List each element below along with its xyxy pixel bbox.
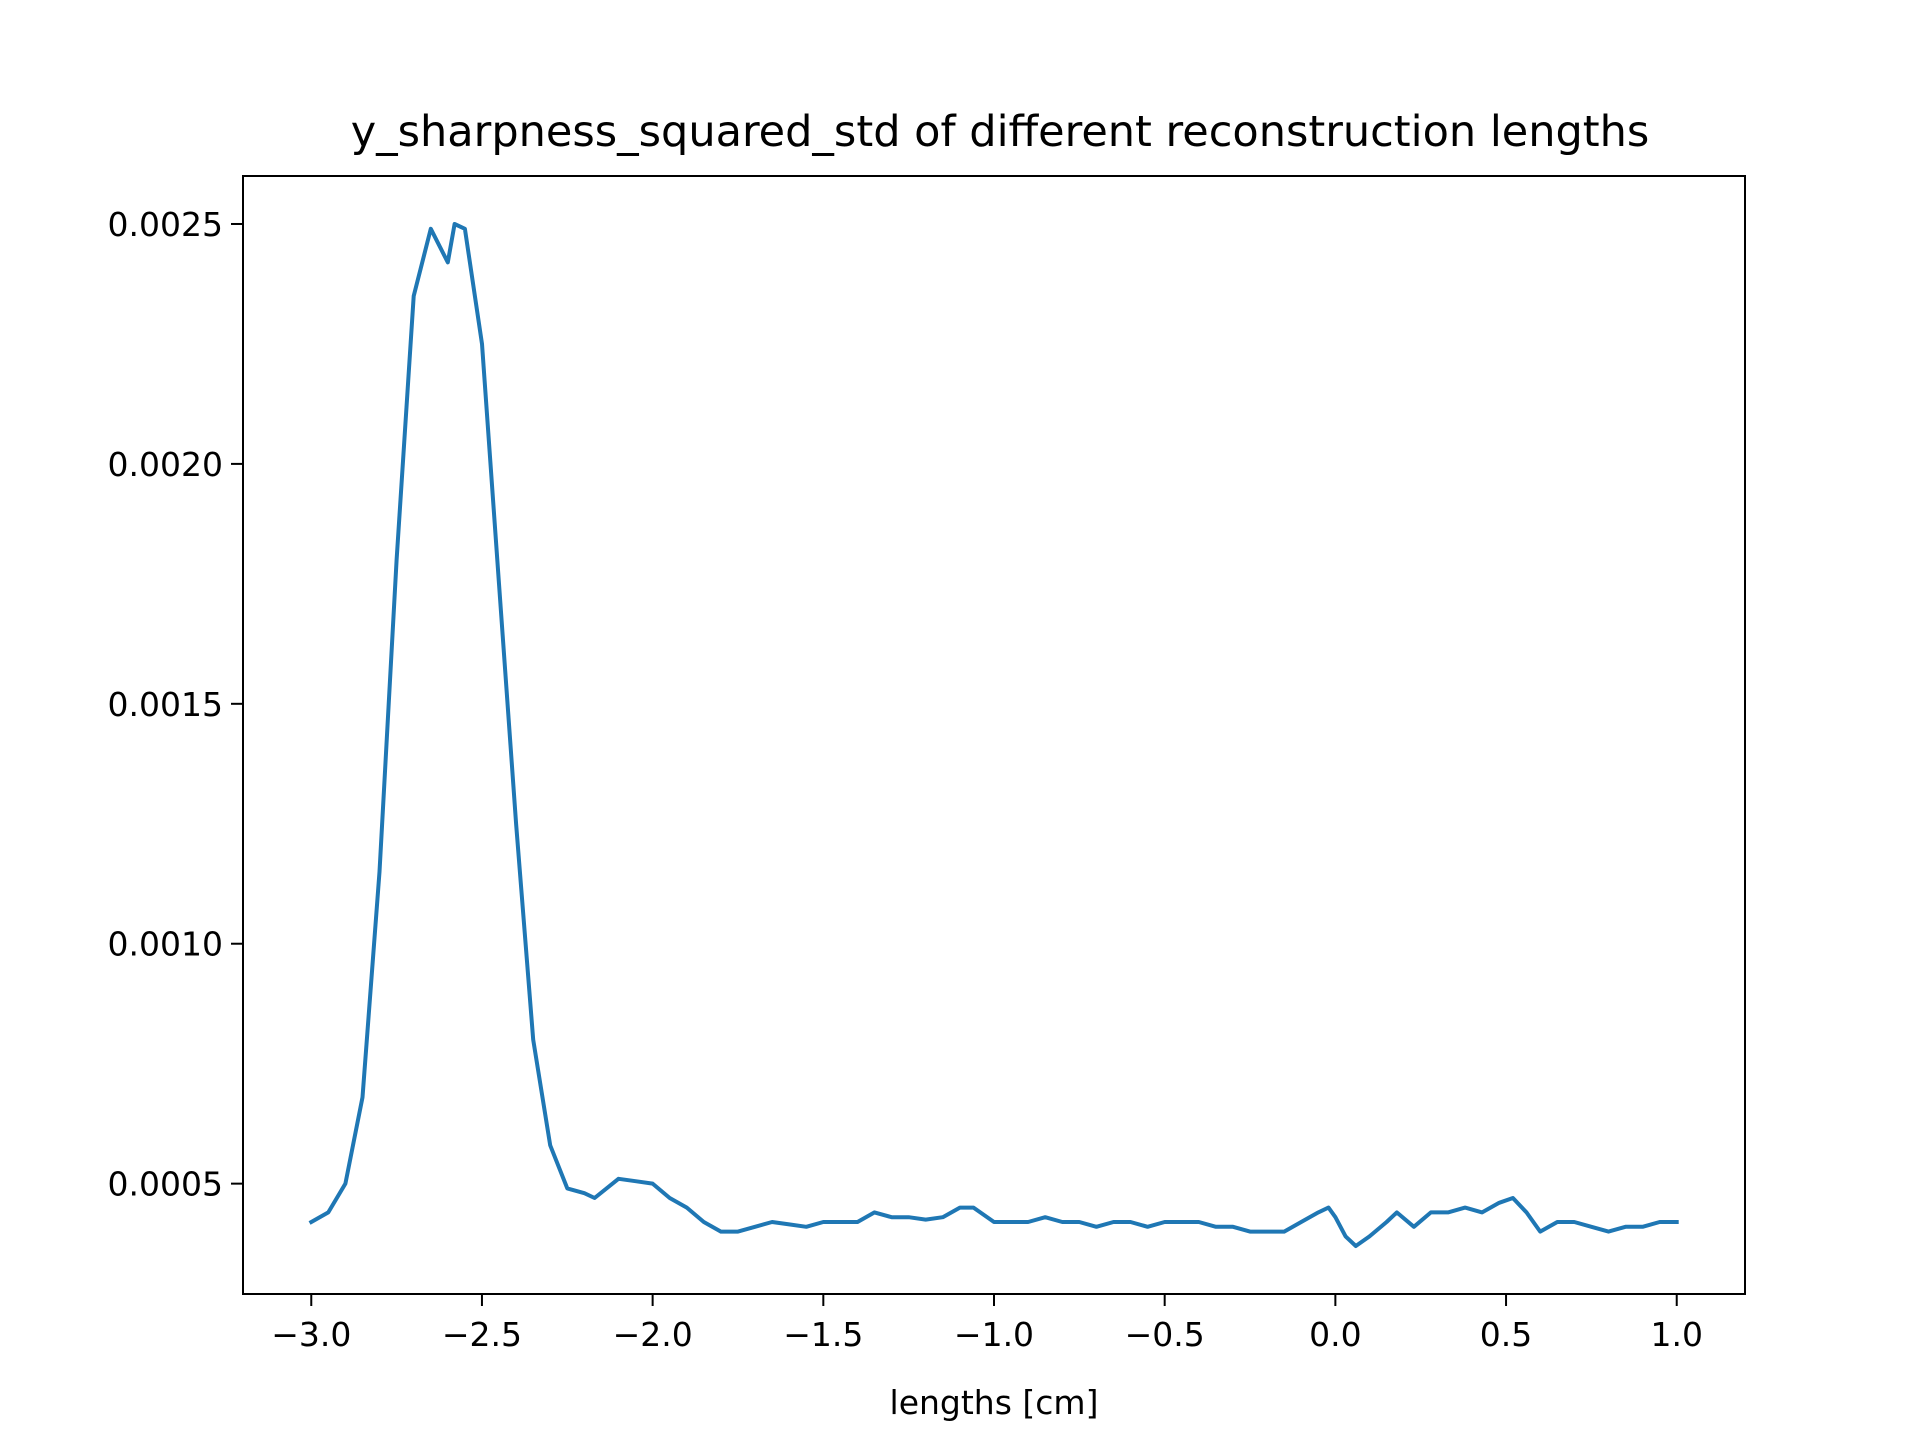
y-tick-label: 0.0025: [108, 205, 223, 244]
x-tick-label: 0.0: [1309, 1315, 1361, 1354]
x-tick-label: −1.0: [954, 1315, 1034, 1354]
x-tick-label: −3.0: [271, 1315, 351, 1354]
y-tick-label: 0.0015: [108, 685, 223, 724]
x-tick-label: 1.0: [1650, 1315, 1702, 1354]
x-tick-label: −1.5: [783, 1315, 863, 1354]
y-tick-label: 0.0020: [108, 445, 223, 484]
series-line-0: [308, 222, 1679, 1248]
series-layer: [308, 222, 1679, 1248]
x-tick-label: −0.5: [1125, 1315, 1205, 1354]
x-tick-label: −2.5: [442, 1315, 522, 1354]
x-tick-label: 0.5: [1480, 1315, 1532, 1354]
chart-title: y_sharpness_squared_std of different rec…: [351, 107, 1650, 157]
y-tick-label: 0.0010: [108, 925, 223, 964]
x-axis-ticks: −3.0 −2.5 −2.0 −1.5 −1.0 −0.5 0.0 0.5 1.0: [271, 1294, 1703, 1354]
x-axis-label: lengths [cm]: [890, 1383, 1099, 1422]
x-tick-label: −2.0: [613, 1315, 693, 1354]
y-axis-ticks: 0.0005 0.0010 0.0015 0.0020 0.0025: [108, 205, 243, 1204]
y-tick-label: 0.0005: [108, 1165, 223, 1204]
